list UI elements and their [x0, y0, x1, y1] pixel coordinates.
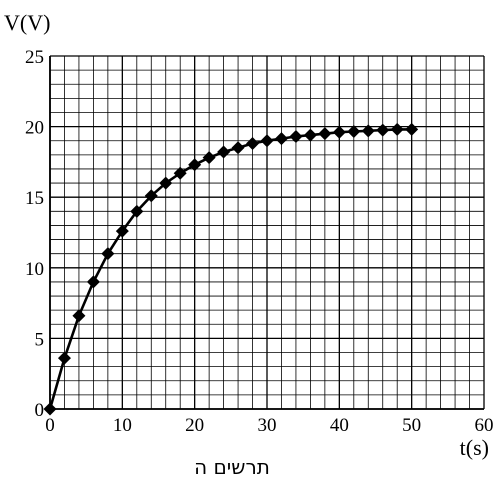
- x-tick-label: 60: [475, 415, 494, 436]
- y-tick-label: 25: [25, 47, 44, 68]
- data-point: [86, 275, 100, 289]
- x-tick-label: 50: [402, 415, 421, 436]
- data-point: [260, 134, 274, 148]
- data-point: [72, 309, 86, 323]
- data-markers: [43, 122, 419, 416]
- x-tick-label: 10: [113, 415, 132, 436]
- x-tick-label: 30: [258, 415, 277, 436]
- y-tick-label: 15: [25, 188, 44, 209]
- y-tick-label: 10: [25, 259, 44, 280]
- data-point: [173, 166, 187, 180]
- data-point: [376, 123, 390, 137]
- tick-labels: 0 10 20 30 40 50 60 0 5 10 15 20 25: [25, 47, 494, 436]
- y-axis-label: V(V): [4, 10, 50, 35]
- data-point: [246, 137, 260, 151]
- x-tick-label: 20: [185, 415, 204, 436]
- data-point: [101, 247, 115, 261]
- y-tick-label: 0: [35, 400, 45, 421]
- data-point: [274, 132, 288, 146]
- y-tick-label: 20: [25, 118, 44, 139]
- y-tick-label: 5: [35, 329, 45, 350]
- data-point: [202, 151, 216, 165]
- data-point: [43, 402, 57, 416]
- data-point: [289, 129, 303, 143]
- data-point: [390, 122, 404, 136]
- data-point: [405, 122, 419, 136]
- data-point: [115, 224, 129, 238]
- axes: [49, 56, 484, 410]
- data-point: [188, 158, 202, 172]
- data-point: [361, 124, 375, 138]
- data-point: [347, 125, 361, 139]
- data-point: [130, 204, 144, 218]
- chart-caption: תרשים ה: [194, 455, 270, 479]
- series-line: [48, 128, 412, 410]
- data-point: [332, 125, 346, 139]
- data-point: [57, 351, 71, 365]
- data-point: [217, 145, 231, 159]
- x-tick-label: 40: [330, 415, 349, 436]
- grid-lines: [49, 55, 485, 410]
- data-point: [231, 141, 245, 155]
- data-point: [318, 127, 332, 141]
- x-axis-label: t(s): [460, 435, 489, 460]
- x-tick-label: 0: [45, 415, 55, 436]
- data-point: [144, 189, 158, 203]
- data-point: [303, 128, 317, 142]
- data-point: [159, 176, 173, 190]
